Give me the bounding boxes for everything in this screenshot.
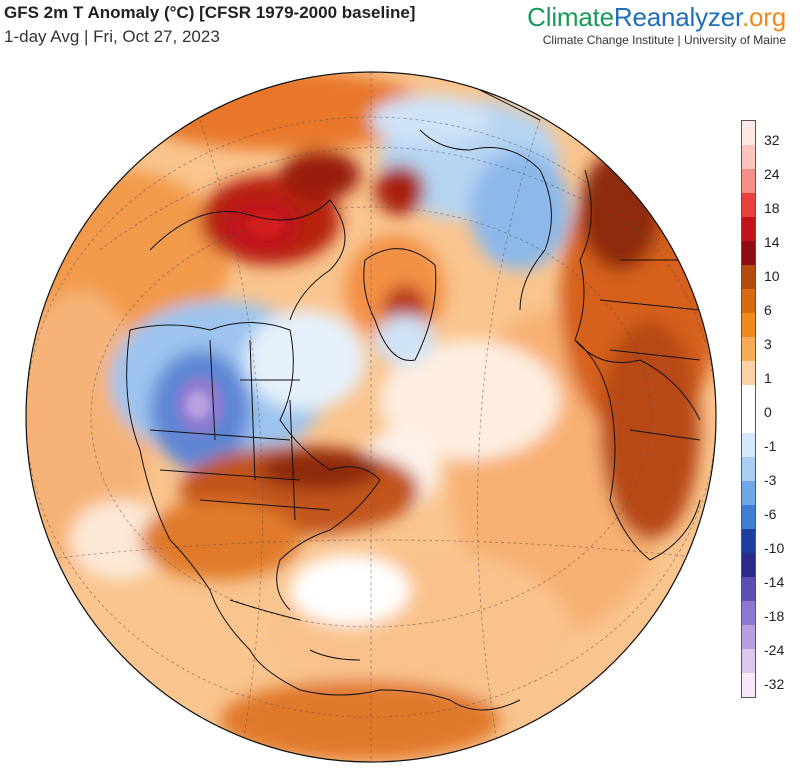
colorbar-segment [742, 433, 755, 457]
colorbar-tick-label: 3 [764, 336, 772, 352]
colorbar-segment [742, 409, 755, 433]
brand-part-org: .org [741, 2, 786, 32]
colorbar-segment [742, 649, 755, 673]
globe-outline [25, 71, 717, 763]
colorbar-segment [742, 193, 755, 217]
colorbar-segment [742, 361, 755, 385]
colorbar-segment [742, 481, 755, 505]
brand-part-climate: Climate [527, 2, 614, 32]
colorbar-tick-label: 10 [764, 268, 780, 284]
colorbar-labels: 32 24 18 14 10 6 3 1 0 -1 -3 -6 -10 -14 -18 -24 -32 [762, 120, 798, 698]
brand-tagline: Climate Change Institute | University of… [542, 33, 786, 47]
colorbar-tick-label: -32 [764, 676, 785, 692]
colorbar-tick-label: -6 [764, 506, 777, 522]
brand-part-reanalyzer: Reanalyzer [613, 2, 742, 32]
anomaly-field [26, 72, 716, 762]
colorbar-segment [742, 145, 755, 169]
map-title: GFS 2m T Anomaly (°C) [CFSR 1979-2000 ba… [4, 3, 416, 22]
colorbar-tick-label: -24 [764, 642, 785, 658]
colorbar-tick-label: -3 [764, 472, 777, 488]
colorbar-segment [742, 505, 755, 529]
colorbar-segment [742, 529, 755, 553]
colorbar-segment [742, 241, 755, 265]
colorbar-tick-label: -1 [764, 438, 777, 454]
colorbar-tick-label: -14 [764, 574, 785, 590]
map-subtitle: 1-day Avg | Fri, Oct 27, 2023 [4, 27, 220, 46]
colorbar-segment [742, 217, 755, 241]
colorbar-segment [742, 169, 755, 193]
colorbar [741, 120, 756, 698]
colorbar-tick-label: -18 [764, 608, 785, 624]
colorbar-segment [742, 265, 755, 289]
colorbar-tick-label: 1 [764, 370, 772, 386]
colorbar-segment [742, 553, 755, 577]
colorbar-segment [742, 673, 755, 697]
coastlines [126, 79, 701, 711]
colorbar-segment [742, 313, 755, 337]
colorbar-tick-label: 32 [764, 132, 780, 148]
brand-logo[interactable]: ClimateReanalyzer.org [527, 2, 786, 33]
colorbar-segment [742, 601, 755, 625]
colorbar-segment [742, 289, 755, 313]
colorbar-tick-label: 18 [764, 200, 780, 216]
colorbar-segment [742, 385, 755, 409]
colorbar-segment [742, 121, 755, 145]
graticule [26, 72, 716, 762]
colorbar-segment [742, 577, 755, 601]
colorbar-tick-label: 14 [764, 234, 780, 250]
colorbar-tick-label: -10 [764, 540, 785, 556]
colorbar-tick-label: 24 [764, 166, 780, 182]
colorbar-segment [742, 625, 755, 649]
colorbar-tick-label: 6 [764, 302, 772, 318]
colorbar-tick-label: 0 [764, 404, 772, 420]
colorbar-segment [742, 457, 755, 481]
colorbar-segment [742, 337, 755, 361]
